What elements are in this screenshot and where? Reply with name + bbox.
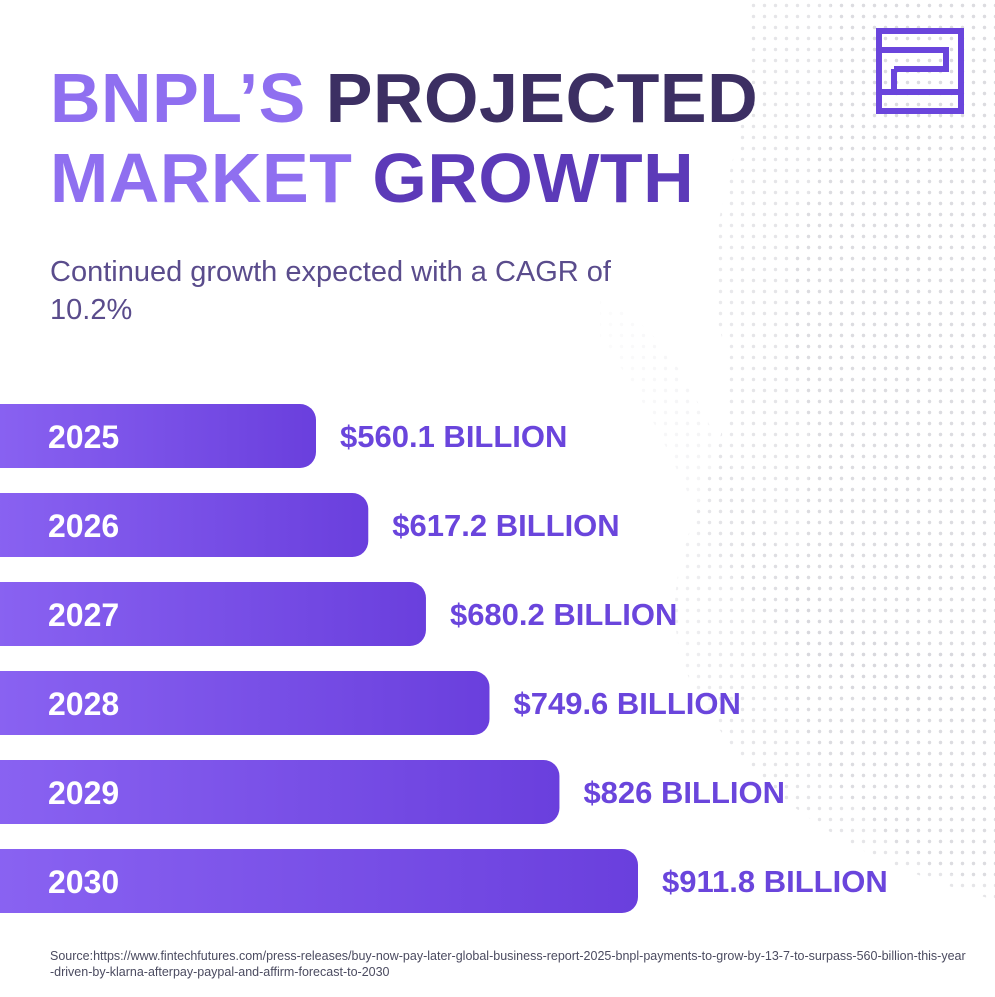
title-word-growth: GROWTH — [372, 139, 695, 217]
value-label-2025: $560.1 BILLION — [340, 419, 567, 454]
value-label-2028: $749.6 BILLION — [513, 686, 740, 721]
brand-logo-icon — [876, 28, 964, 114]
bar-2027 — [0, 582, 426, 646]
title-word-bnpl: BNPL’S — [50, 59, 326, 137]
value-label-2027: $680.2 BILLION — [450, 597, 677, 632]
title-word-market: MARKET — [50, 139, 373, 217]
bar-2029 — [0, 760, 560, 824]
bar-2028 — [0, 671, 490, 735]
chart-title: BNPL’S PROJECTED MARKET GROWTH — [50, 58, 758, 218]
category-label-2027: 2027 — [48, 597, 119, 633]
bar-2026 — [0, 493, 369, 557]
bar-chart: 2025 $560.1 BILLION 2026 $617.2 BILLION 2027… — [0, 404, 888, 913]
category-label-2028: 2028 — [48, 686, 119, 722]
value-label-2029: $826 BILLION — [583, 775, 785, 810]
title-line-1: BNPL’S PROJECTED — [50, 58, 758, 138]
value-label-2030: $911.8 BILLION — [662, 864, 888, 899]
bar-2025 — [0, 404, 316, 468]
category-label-2026: 2026 — [48, 508, 119, 544]
category-label-2030: 2030 — [48, 864, 119, 900]
source-citation: Source:https://www.fintechfutures.com/pr… — [50, 949, 966, 979]
title-word-projected: PROJECTED — [325, 59, 759, 137]
category-label-2029: 2029 — [48, 775, 119, 811]
title-line-2: MARKET GROWTH — [50, 138, 758, 218]
bar-2030 — [0, 849, 638, 913]
chart-subtitle: Continued growth expected with a CAGR of… — [50, 256, 611, 326]
value-label-2026: $617.2 BILLION — [392, 508, 619, 543]
category-label-2025: 2025 — [48, 419, 119, 455]
